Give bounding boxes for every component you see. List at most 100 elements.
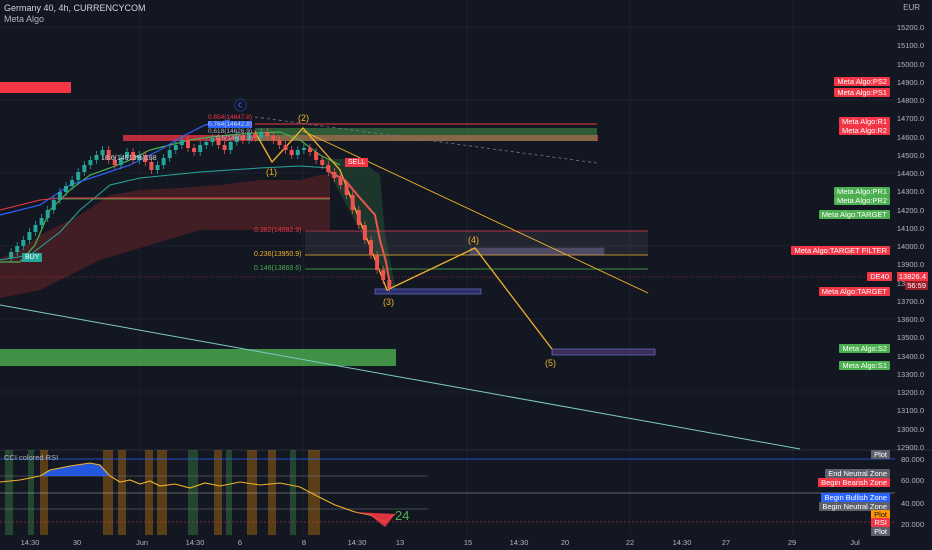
time-axis-label: 30 — [72, 538, 82, 547]
rsi-band — [145, 450, 153, 535]
tag-s2: Meta Algo:S2 — [839, 344, 890, 353]
tag-target-2: Meta Algo:TARGET — [818, 287, 890, 296]
candle-body — [369, 240, 373, 255]
candle-body — [301, 148, 306, 150]
candle-body — [64, 186, 68, 192]
candle-body — [70, 180, 75, 186]
buy-signal: BUY — [22, 253, 43, 262]
candle-body — [362, 225, 367, 240]
candle-body — [15, 246, 20, 252]
wave-5-label: (5) — [545, 358, 556, 368]
price-axis-label: 13600.0 — [896, 315, 924, 324]
tag-de40: DE40 — [867, 272, 892, 281]
candle-body — [192, 148, 197, 152]
tag-target-filter: Meta Algo:TARGET FILTER — [791, 246, 890, 255]
candle-body — [247, 134, 251, 140]
candle-body — [173, 145, 178, 150]
time-axis-label: 14:30 — [20, 538, 40, 547]
price-axis-label: 14200.0 — [896, 205, 924, 215]
rsi-axis-40: 40.000 — [901, 499, 924, 508]
price-axis-label: 13400.0 — [896, 351, 924, 361]
rsi-tag-begin-bearish: Begin Bearish Zone — [818, 478, 890, 487]
price-axis-label: 13700.0 — [896, 296, 924, 306]
candle-body — [259, 132, 264, 138]
wave-1-label: (1) — [266, 167, 277, 177]
rsi-band — [103, 450, 113, 535]
elliott-wave — [254, 127, 553, 350]
candle-body — [265, 132, 270, 136]
price-axis-label: 14100.0 — [896, 223, 924, 233]
fib-0236: 0.236(13950.9) — [254, 251, 302, 258]
rsi-tag-begin-neutral: Begin Neutral Zone — [819, 502, 890, 511]
tag-pr1: Meta Algo:PR1 — [833, 187, 890, 196]
candle-body — [9, 252, 14, 258]
trend-line-green-2 — [0, 165, 331, 261]
tag-r1: Meta Algo:R1 — [838, 117, 890, 126]
price-axis-label: 13100.0 — [896, 406, 924, 416]
symbol-title: Germany 40, 4h, CURRENCYCOM — [4, 3, 146, 13]
candles — [9, 128, 392, 292]
candle-body — [21, 240, 26, 246]
tag-ps2: Meta Algo:PS2 — [834, 77, 890, 86]
r-zone-red — [123, 135, 598, 141]
rsi-band — [268, 450, 276, 535]
price-axis-label: 13000.0 — [896, 424, 924, 434]
candle-body — [39, 218, 44, 225]
price-axis-label: 14800.0 — [896, 96, 924, 105]
candle-body — [198, 145, 203, 152]
rsi-band — [290, 450, 296, 535]
rsi-line — [0, 462, 396, 523]
indicator-name[interactable]: Meta Algo — [4, 14, 45, 24]
rsi-band — [40, 450, 48, 535]
blue-ma — [0, 119, 231, 216]
price-axis-label: 12900.0 — [896, 442, 924, 452]
candle-body — [240, 136, 245, 140]
price-axis-label: 13500.0 — [896, 333, 924, 343]
price-axis-label: 13300.0 — [896, 369, 924, 379]
price-axis-label: 14900.0 — [896, 77, 924, 87]
candle-body — [137, 155, 142, 160]
tag-ps1: Meta Algo:PS1 — [834, 88, 890, 97]
tag-pr2: Meta Algo:PR2 — [833, 196, 890, 205]
candle-body — [210, 138, 215, 142]
candle-body — [375, 255, 380, 270]
candle-body — [344, 185, 349, 195]
price-axis-label: 14600.0 — [896, 132, 924, 142]
time-axis-label: 8 — [301, 538, 307, 547]
tag-s1: Meta Algo:S1 — [839, 361, 890, 370]
rsi-tag-plot-2: Plot — [871, 510, 890, 519]
fib-06: 0.6(14607.3) — [216, 135, 253, 142]
rsi-axis-20: 20.000 — [901, 520, 924, 529]
candle-body — [149, 162, 154, 170]
time-axis-label: 27 — [721, 538, 731, 547]
tag-target: Meta Algo:TARGET — [818, 210, 890, 219]
rsi-band — [5, 450, 13, 535]
candle-body — [314, 152, 319, 160]
wave-2-label: (2) — [298, 113, 309, 123]
time-axis-label: 22 — [625, 538, 635, 547]
candle-body — [179, 140, 184, 145]
price-axis-label: 15000.0 — [896, 59, 924, 69]
rsi-value: 24 — [395, 508, 410, 523]
sell-signal: SELL — [345, 158, 369, 167]
candle-body — [76, 172, 81, 180]
candle-body — [283, 145, 288, 150]
time-axis-label: Jul — [850, 538, 860, 547]
candle-body — [271, 136, 276, 140]
candle-body — [356, 210, 361, 225]
fib-0854: 0.854(14647.8) — [208, 114, 253, 121]
candle-body — [167, 150, 172, 158]
price-axis-label: 14300.0 — [896, 187, 924, 197]
candle-body — [161, 158, 166, 165]
price-axis-label: 14700.0 — [896, 114, 924, 124]
rsi-band — [247, 450, 257, 535]
price-axis-label: 14500.0 — [896, 150, 924, 160]
candle-body — [289, 150, 294, 155]
fib-0146: 0.146(13869.6) — [254, 265, 302, 272]
candle-body — [33, 225, 38, 232]
rsi-axis-80: 80.000 — [901, 455, 924, 464]
candle-body — [88, 160, 93, 165]
candle-body — [204, 142, 209, 145]
